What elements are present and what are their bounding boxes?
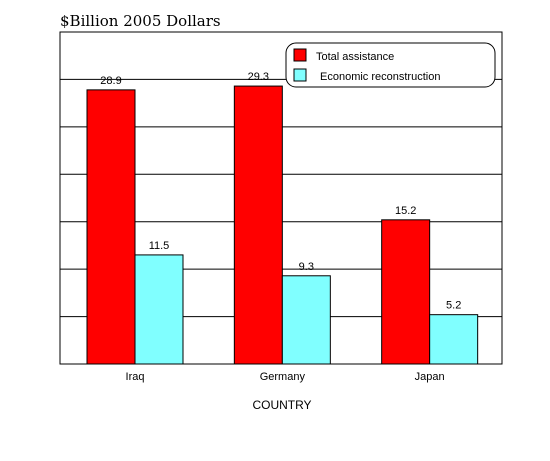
chart-title: $Billion 2005 Dollars <box>60 12 221 30</box>
bar-iraq-economic <box>134 254 184 365</box>
bar-germany-economic <box>281 275 331 365</box>
x-axis-label: COUNTRY <box>252 398 311 412</box>
value-label: 29.3 <box>248 71 269 83</box>
value-label: 15.2 <box>395 205 416 217</box>
x-tick-label: Iraq <box>126 371 145 383</box>
value-label: 28.9 <box>100 75 121 87</box>
x-tick-label: Japan <box>415 371 445 383</box>
legend-box <box>285 42 496 88</box>
legend-swatch <box>293 48 307 62</box>
legend-swatch <box>293 68 307 82</box>
bar-iraq-total <box>86 89 136 365</box>
x-tick-label: Germany <box>260 371 306 383</box>
bar-japan-total <box>381 219 431 365</box>
legend: Total assistance Economic reconstruction <box>285 42 496 88</box>
bar-germany-total <box>233 85 283 365</box>
value-label: 11.5 <box>149 240 170 252</box>
legend-label: Economic reconstruction <box>320 71 440 83</box>
x-tick-labels: Iraq Germany Japan <box>126 371 445 383</box>
value-label: 9.3 <box>299 261 314 273</box>
value-labels: 28.9 11.5 29.3 9.3 15.2 5.2 <box>100 71 461 312</box>
value-label: 5.2 <box>446 300 461 312</box>
legend-label: Total assistance <box>316 51 394 63</box>
bars <box>86 85 479 365</box>
bar-japan-economic <box>429 314 479 365</box>
legend-items: Total assistance Economic reconstruction <box>293 48 440 83</box>
